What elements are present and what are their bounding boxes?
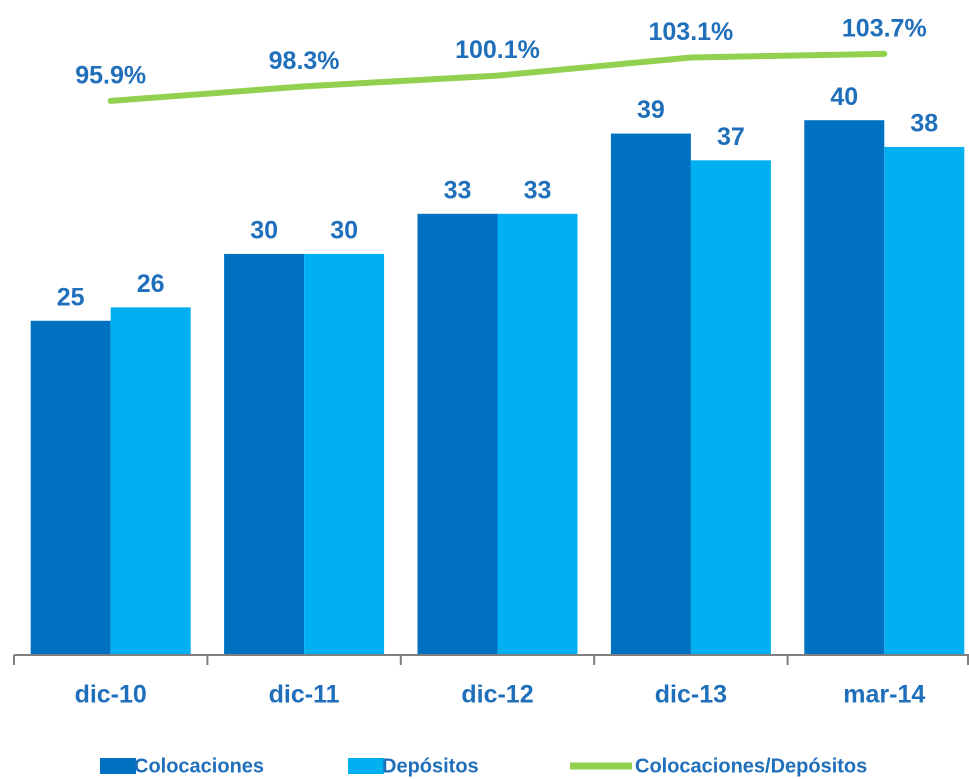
data-label: 30 xyxy=(330,217,358,245)
data-label: 25 xyxy=(57,283,85,311)
legend-label: Depósitos xyxy=(382,755,479,777)
legend-swatch xyxy=(348,758,384,774)
data-label: 37 xyxy=(717,123,745,151)
data-label: 30 xyxy=(250,217,278,245)
data-label: 38 xyxy=(910,110,938,138)
bar xyxy=(30,320,111,655)
data-label: 26 xyxy=(137,270,165,298)
legend-label: Colocaciones/Depósitos xyxy=(635,755,867,777)
data-label: 103.7% xyxy=(842,14,927,42)
x-tick-label: dic-12 xyxy=(461,681,533,709)
bar xyxy=(304,253,385,656)
x-tick-label: mar-14 xyxy=(843,681,925,709)
data-label: 100.1% xyxy=(455,36,540,64)
data-label: 95.9% xyxy=(75,62,146,90)
x-tick-label: dic-11 xyxy=(269,681,340,709)
bar xyxy=(224,253,305,656)
bar xyxy=(417,213,498,655)
data-label: 39 xyxy=(637,96,665,124)
bar xyxy=(804,120,885,655)
data-label: 98.3% xyxy=(269,47,340,75)
bar xyxy=(497,213,578,655)
bar xyxy=(110,307,191,655)
data-label: 40 xyxy=(830,83,858,111)
legend-label: Colocaciones xyxy=(134,755,264,777)
x-tick-label: dic-10 xyxy=(75,681,147,709)
bar xyxy=(610,133,691,655)
data-label: 33 xyxy=(444,176,472,204)
bar xyxy=(690,160,771,655)
line xyxy=(107,50,888,104)
data-label: 33 xyxy=(524,176,552,204)
x-tick-label: dic-13 xyxy=(655,681,727,709)
data-label: 103.1% xyxy=(649,18,734,46)
bar xyxy=(884,146,965,655)
legend-swatch xyxy=(100,758,136,774)
